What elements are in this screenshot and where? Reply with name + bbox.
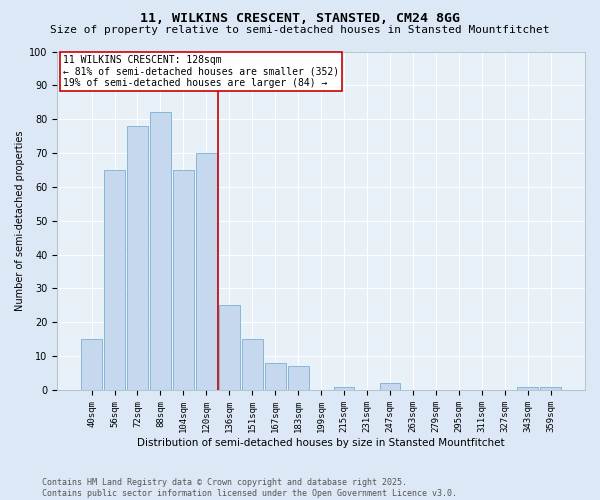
Y-axis label: Number of semi-detached properties: Number of semi-detached properties (15, 130, 25, 311)
Bar (265, 363, 286, 390)
Bar (517, 386, 538, 390)
Bar (541, 386, 561, 390)
Bar (334, 386, 355, 390)
Bar (219, 306, 239, 390)
Bar (380, 383, 400, 390)
Bar (288, 366, 308, 390)
Bar (173, 170, 194, 390)
Bar (150, 112, 171, 390)
Bar (127, 126, 148, 390)
Bar (81, 339, 102, 390)
Bar (104, 170, 125, 390)
Bar (242, 339, 263, 390)
Text: 11 WILKINS CRESCENT: 128sqm
← 81% of semi-detached houses are smaller (352)
19% : 11 WILKINS CRESCENT: 128sqm ← 81% of sem… (62, 55, 338, 88)
Text: Size of property relative to semi-detached houses in Stansted Mountfitchet: Size of property relative to semi-detach… (50, 25, 550, 35)
Bar (196, 153, 217, 390)
Text: 11, WILKINS CRESCENT, STANSTED, CM24 8GG: 11, WILKINS CRESCENT, STANSTED, CM24 8GG (140, 12, 460, 26)
X-axis label: Distribution of semi-detached houses by size in Stansted Mountfitchet: Distribution of semi-detached houses by … (137, 438, 505, 448)
Text: Contains HM Land Registry data © Crown copyright and database right 2025.
Contai: Contains HM Land Registry data © Crown c… (42, 478, 457, 498)
